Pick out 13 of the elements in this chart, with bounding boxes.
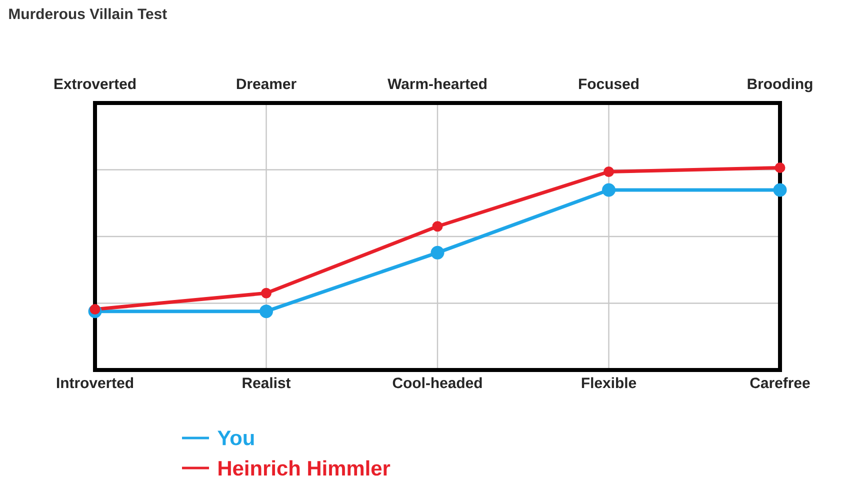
x-tick-label: Realist: [242, 377, 291, 388]
text: Dreamer: [236, 78, 296, 90]
text: Warm-hearted: [388, 78, 486, 90]
chart-title: Murderous Villain Test: [9, 8, 167, 20]
text: Extroverted: [54, 78, 136, 90]
x-tick-label: Introverted: [56, 377, 134, 388]
x-tick-label: Carefree: [750, 377, 810, 388]
legend-label: You: [218, 430, 254, 446]
x-tick-label: Flexible: [582, 377, 636, 388]
text: Focused: [579, 78, 638, 90]
legend-label: Heinrich Himmler: [218, 460, 390, 476]
text: Brooding: [748, 78, 812, 92]
x-tick-label: Cool-headed: [392, 377, 482, 388]
